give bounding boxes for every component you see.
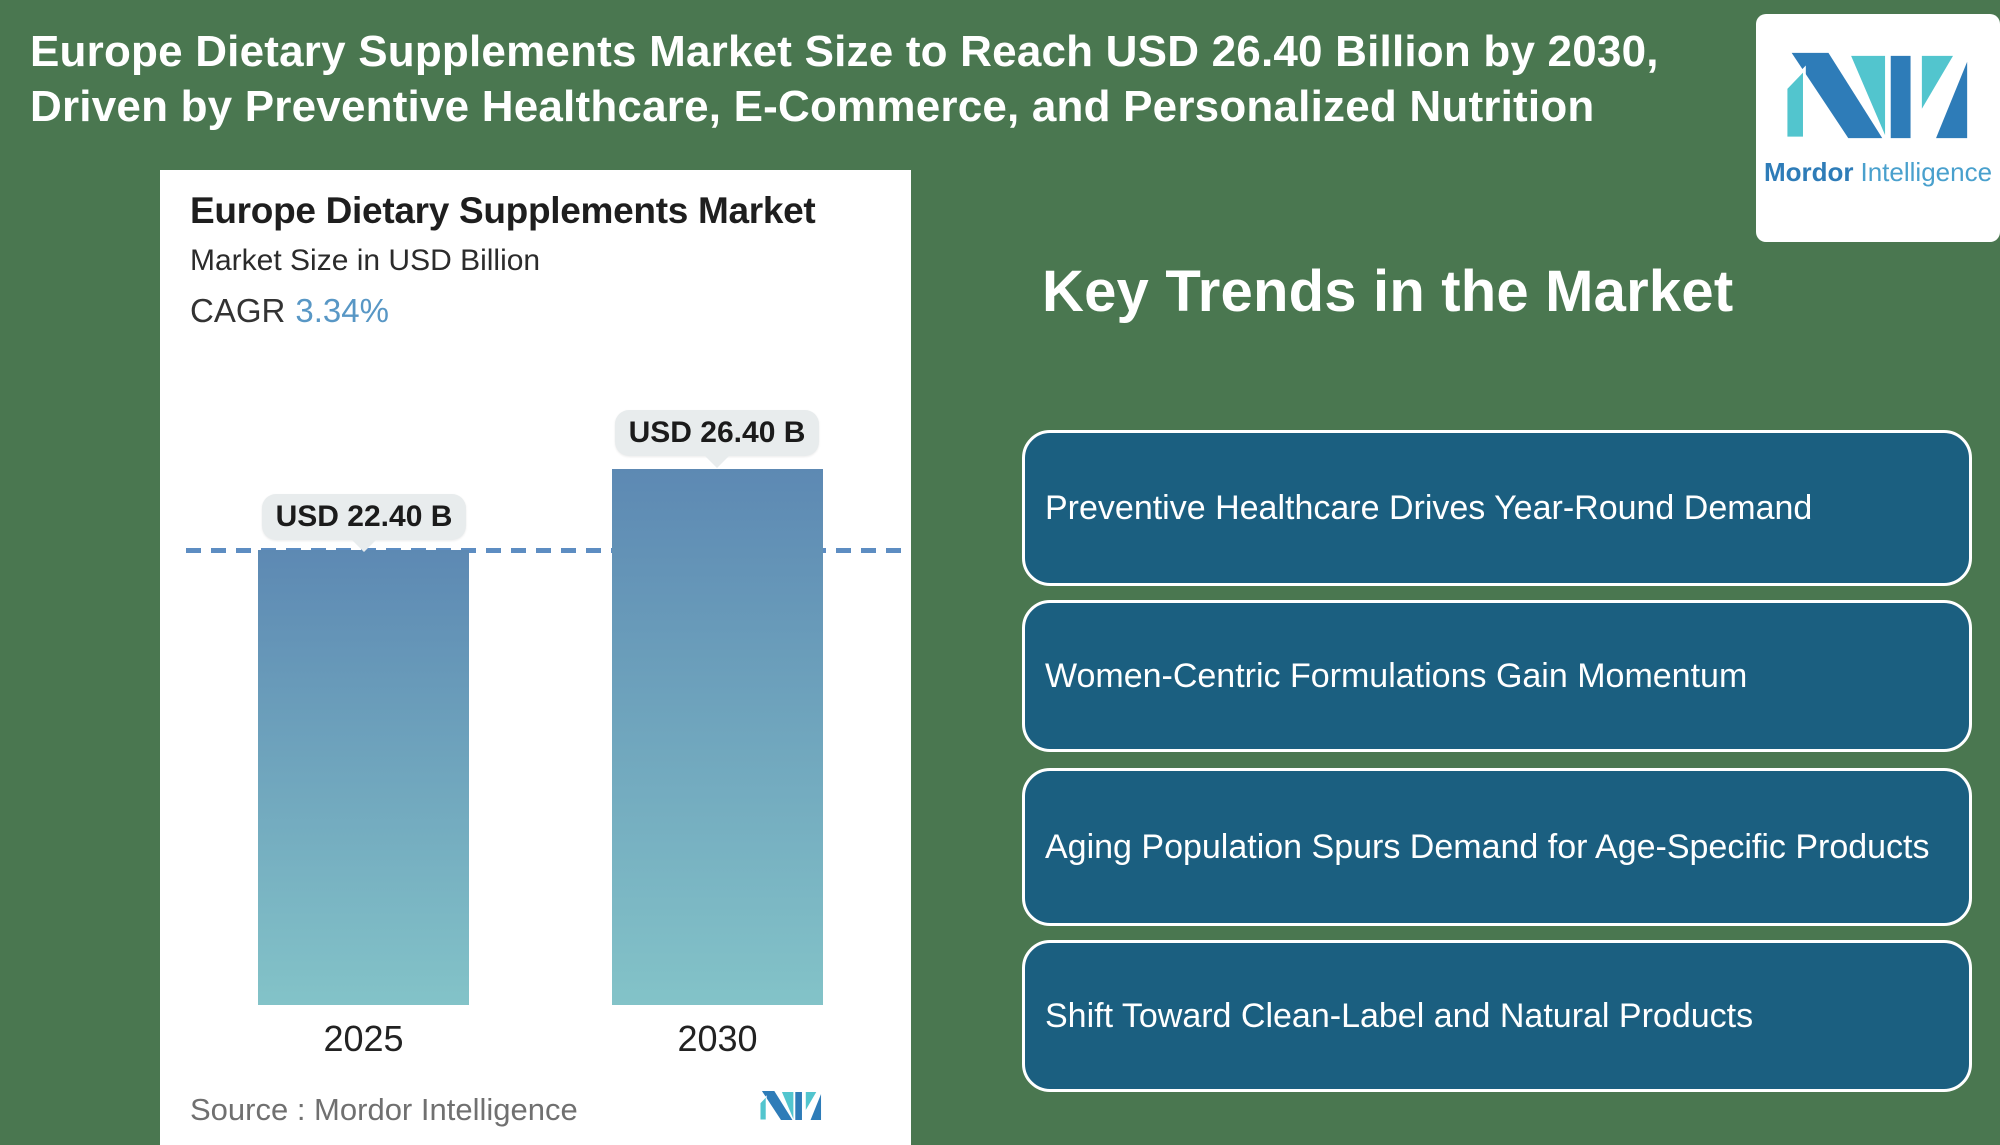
mordor-intelligence-logo-icon xyxy=(1786,50,1970,141)
trend-card-label: Women-Centric Formulations Gain Momentum xyxy=(1045,656,1748,695)
cagr-row: CAGR 3.34% xyxy=(190,292,389,330)
trend-card-aging-population: Aging Population Spurs Demand for Age-Sp… xyxy=(1022,768,1972,926)
value-label-2025-text: USD 22.40 B xyxy=(275,500,453,533)
brand-name-light: Intelligence xyxy=(1860,157,1993,187)
trend-card-preventive-healthcare: Preventive Healthcare Drives Year-Round … xyxy=(1022,430,1972,586)
reference-dashed-line xyxy=(186,548,902,553)
chart-panel: Europe Dietary Supplements Market Market… xyxy=(160,170,911,1145)
source-attribution: Source : Mordor Intelligence xyxy=(190,1092,578,1127)
brand-name-bold: Mordor xyxy=(1763,157,1854,187)
trend-card-label: Aging Population Spurs Demand for Age-Sp… xyxy=(1045,827,1930,866)
page-title-line2: Driven by Preventive Healthcare, E-Comme… xyxy=(30,82,1595,131)
trend-card-women-centric: Women-Centric Formulations Gain Momentum xyxy=(1022,600,1972,752)
brand-logo-card: Mordor Intelligence xyxy=(1756,14,2000,242)
page-title: Europe Dietary Supplements Market Size t… xyxy=(30,24,1659,134)
x-axis-label-2025: 2025 xyxy=(323,1018,404,1059)
cagr-label: CAGR xyxy=(190,292,286,329)
key-trends-title: Key Trends in the Market xyxy=(1042,259,1734,324)
page-title-line1: Europe Dietary Supplements Market Size t… xyxy=(30,27,1659,76)
chart-title: Europe Dietary Supplements Market xyxy=(190,190,816,231)
value-label-pointer xyxy=(351,539,377,552)
cagr-value: 3.34% xyxy=(295,292,389,329)
value-label-2025: USD 22.40 B xyxy=(262,494,466,552)
bar-2025 xyxy=(258,550,469,1005)
value-label-2030: USD 26.40 B xyxy=(615,410,819,468)
value-label-2030-text: USD 26.40 B xyxy=(628,416,806,449)
value-label-pointer xyxy=(704,455,730,468)
brand-name: Mordor Intelligence xyxy=(1764,157,1992,188)
chart-subtitle: Market Size in USD Billion xyxy=(190,244,541,277)
mordor-mini-logo-icon xyxy=(759,1090,822,1126)
trend-card-clean-label: Shift Toward Clean-Label and Natural Pro… xyxy=(1022,940,1972,1092)
bar-2030 xyxy=(612,469,823,1005)
x-axis-label-2030: 2030 xyxy=(677,1018,758,1059)
trend-card-label: Preventive Healthcare Drives Year-Round … xyxy=(1045,488,1813,527)
trend-card-label: Shift Toward Clean-Label and Natural Pro… xyxy=(1045,996,1754,1035)
